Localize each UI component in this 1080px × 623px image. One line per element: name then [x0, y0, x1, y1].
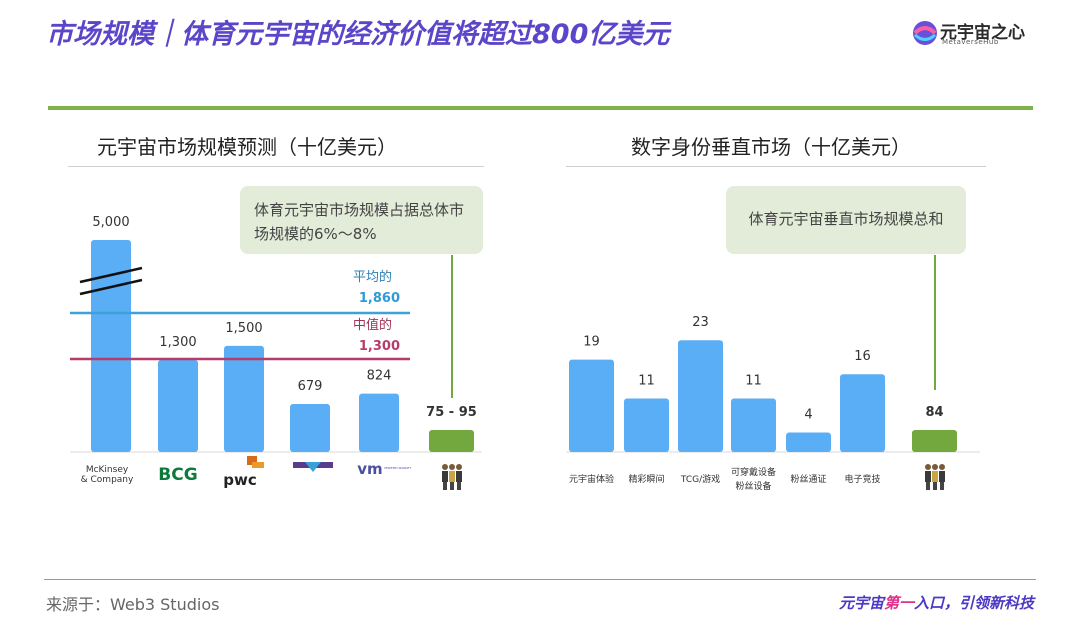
pwc-mark: [252, 462, 264, 468]
right-category-label: 元宇宙体验: [569, 473, 614, 485]
right-sports-icon-body: [939, 471, 945, 482]
left-data-label: 5,000: [92, 215, 129, 230]
left-sports-icon-body: [442, 471, 448, 482]
page-title: 市场规模｜体育元宇宙的经济价值将超过800亿美元: [46, 19, 670, 50]
right-bar: [731, 398, 776, 452]
right-data-label: 11: [745, 374, 762, 389]
logo-icon: [913, 21, 937, 45]
right-data-label: 84: [925, 405, 943, 420]
right-category-label: 精彩瞬间: [628, 473, 664, 485]
right-sports-icon-legs: [926, 482, 930, 490]
logo-mmr-mark: [305, 462, 321, 472]
slogan-part-c: 入口，引领新科技: [913, 594, 1034, 612]
right-sports-icon-head: [932, 464, 938, 470]
right-bar: [786, 432, 831, 452]
logo: 元宇宙之心 MetaverseHub: [912, 16, 1052, 50]
left-sports-icon-head: [442, 464, 448, 470]
logo-bcg: BCG: [158, 465, 197, 485]
right-sports-icon-body: [932, 471, 938, 482]
axis-break-mark: [79, 266, 143, 284]
logo-vmr-sub: VERIFIED MARKET: [384, 466, 411, 470]
right-sports-icon-legs: [940, 482, 944, 490]
median-name: 中值的: [353, 317, 392, 333]
left-sports-icon-legs: [457, 482, 461, 490]
pwc-mark: [247, 456, 257, 465]
right-bar: [678, 340, 723, 452]
left-bar: [359, 393, 399, 452]
slogan-part-a: 元宇宙: [838, 594, 884, 612]
right-category-label: 粉丝通证: [790, 473, 826, 485]
right-data-label: 19: [583, 335, 600, 350]
right-bar: [840, 374, 885, 452]
right-data-label: 11: [638, 374, 655, 389]
average-value: 1,860: [359, 291, 400, 306]
right-data-label: 23: [692, 315, 709, 330]
right-category-label: 可穿戴设备: [731, 466, 776, 478]
right-sports-icon-body: [925, 471, 931, 482]
left-title-divider: [68, 166, 484, 167]
left-sports-icon-head: [449, 464, 455, 470]
left-bar-sports-metaverse: [429, 430, 474, 452]
left-data-label: 1,500: [225, 321, 262, 336]
right-callout: 体育元宇宙垂直市场规模总和: [726, 186, 966, 254]
left-sports-icon-body: [449, 471, 455, 482]
right-chart-title: 数字身份垂直市场（十亿美元）: [631, 135, 911, 159]
right-sports-icon-head: [925, 464, 931, 470]
left-sports-icon-body: [456, 471, 462, 482]
right-bar: [624, 398, 669, 452]
slogan-highlight: 第一: [883, 594, 914, 612]
left-sports-icon-legs: [443, 482, 447, 490]
logo-vmr: vm: [357, 460, 382, 478]
left-sports-icon: [442, 464, 462, 490]
logo-mckinsey: McKinsey: [86, 465, 129, 475]
left-bar: [158, 359, 198, 452]
right-data-label: 16: [854, 349, 871, 364]
left-bar: [91, 240, 131, 452]
logo-mckinsey-sub: & Company: [81, 475, 134, 485]
slogan: 元宇宙第一入口，引领新科技: [839, 592, 1034, 613]
logo-subtext: MetaverseHub: [942, 38, 999, 46]
left-callout: 体育元宇宙市场规模占据总体市场规模的6%～8%: [240, 186, 483, 254]
source-note: 来源于：Web3 Studios: [46, 595, 220, 614]
left-sports-icon-head: [456, 464, 462, 470]
right-bar: [569, 359, 614, 452]
left-data-label: 824: [367, 369, 392, 384]
median-value: 1,300: [359, 339, 400, 354]
left-data-label: 75 - 95: [426, 405, 477, 420]
right-category-label: 电子竞技: [844, 473, 880, 485]
logo-pwc: pwc: [223, 471, 257, 489]
right-category-label: TCG/游戏: [680, 473, 720, 485]
logo-text: 元宇宙之心: [940, 23, 1025, 43]
right-data-label: 4: [804, 408, 812, 423]
right-sports-icon-head: [939, 464, 945, 470]
axis-break-mark: [79, 278, 143, 296]
left-bar: [224, 345, 264, 452]
right-sports-icon-legs: [933, 482, 937, 490]
left-data-label: 679: [298, 379, 323, 394]
right-category-label: 粉丝设备: [735, 480, 771, 492]
left-sports-icon-legs: [450, 482, 454, 490]
left-chart-title: 元宇宙市场规模预测（十亿美元）: [97, 135, 397, 159]
left-bar: [290, 403, 330, 452]
right-bar-sports-metaverse: [912, 430, 957, 452]
footer-divider: [44, 579, 1036, 580]
left-data-label: 1,300: [159, 335, 196, 350]
header-divider: [48, 106, 1033, 110]
right-sports-icon: [925, 464, 945, 490]
average-name: 平均的: [353, 269, 392, 285]
right-title-divider: [566, 166, 986, 167]
